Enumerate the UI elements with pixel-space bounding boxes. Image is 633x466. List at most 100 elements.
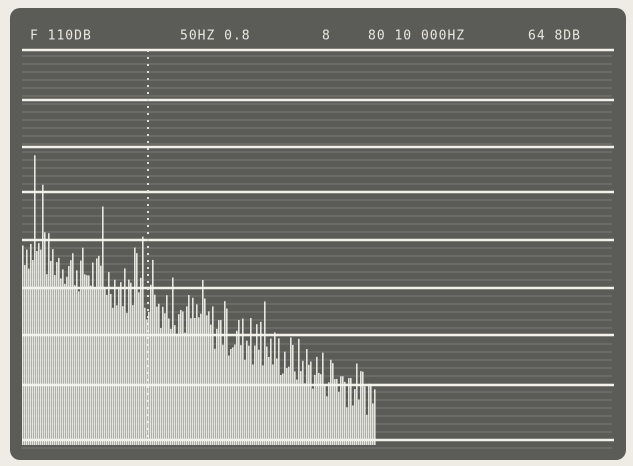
spectrum-bar [30,243,32,445]
spectrum-bar [90,285,92,445]
spectrum-bar [342,376,344,445]
spectrum-bar [300,371,302,445]
spectrum-bar [328,382,330,445]
spectrum-bar [192,297,194,445]
spectrum-bar [366,414,368,445]
spectrum-bar [350,378,352,445]
spectrum-bar [64,283,66,445]
spectrum-bar [134,247,136,445]
spectrum-bar [332,363,334,445]
spectrum-bar [146,319,148,445]
spectrum-bar [154,294,156,445]
spectrum-trace [22,155,376,446]
spectrum-bar [336,378,338,445]
spectrum-bar [34,155,36,446]
spectrum-bar [198,317,200,445]
spectrum-bar [322,352,324,445]
spectrum-bar [204,298,206,445]
spectrum-bar [170,328,172,445]
spectrum-bar [268,356,270,445]
readout-text: F 110DB [30,29,92,44]
spectrum-bar [314,374,316,445]
spectrum-bar [22,245,24,445]
spectrum-bar [136,253,138,445]
spectrum-bar [368,383,370,445]
spectrum-bar [166,295,168,445]
spectrum-bar [338,391,340,445]
spectrum-bar [156,306,158,445]
spectrum-bar [232,347,234,445]
spectrum-bar [276,358,278,445]
spectrum-bar [144,307,146,445]
spectrum-bar [374,389,376,445]
spectrum-bar [100,265,102,445]
spectrum-bar [130,282,132,445]
spectrum-bar [302,360,304,445]
spectrum-bar [224,301,226,445]
spectrum-bar [172,277,174,445]
spectrum-bar [104,288,106,445]
spectrum-bar [138,292,140,445]
spectrum-bar [70,260,72,445]
spectrum-bar [46,274,48,445]
spectrum-bar [316,356,318,445]
spectrum-bar [354,389,356,445]
spectrum-bar [94,286,96,445]
spectrum-bar [84,274,86,445]
spectrum-bar [96,258,98,445]
spectrum-bar [102,206,104,445]
spectrum-bar [74,285,76,445]
spectrum-bar [72,253,74,445]
spectrum-bar [178,314,180,445]
readout-text: 64 8DB [528,29,581,44]
spectrum-bar [258,349,260,445]
spectrum-bar [290,337,292,445]
spectrum-bar [148,311,150,445]
readout-text: 8 [322,29,331,44]
spectrum-bar [280,375,282,445]
spectrum-bar [212,306,214,445]
spectrum-bar [54,275,56,445]
spectrum-bar [228,355,230,445]
spectrum-bar [270,338,272,445]
spectrum-bar [36,251,38,445]
spectrum-bar [158,303,160,445]
spectrum-bar [372,403,374,445]
spectrum-bar [68,265,70,445]
spectrum-bar [182,311,184,445]
spectrum-bar [62,269,64,445]
spectrum-bar [238,320,240,445]
spectrum-bar [340,376,342,445]
spectrum-bar [272,364,274,445]
spectrum-bar [260,321,262,445]
spectrum-bar [360,371,362,445]
spectrum-bar [304,383,306,445]
spectrum-bar [266,346,268,445]
spectrum-bar [248,345,250,445]
spectrum-bar [124,268,126,445]
spectrum-bar [282,373,284,445]
spectrum-bar [252,364,254,445]
spectrum-bar [324,385,326,445]
spectrum-bar [116,305,118,445]
spectrum-bar [370,385,372,445]
spectrum-bar [48,233,50,445]
spectrum-bar [190,318,192,445]
spectrum-bar [126,312,128,445]
spectrum-bar [66,276,68,445]
header-readout: F 110DB 50HZ 0.8 8 80 10 000HZ 64 8DB [30,29,581,44]
spectrum-bar [150,284,152,445]
spectrum-bar [200,313,202,445]
spectrum-bar [234,344,236,445]
spectrum-bar [210,324,212,445]
spectrum-bar [120,282,122,445]
spectrum-bar [58,257,60,445]
spectrum-bar [216,328,218,445]
spectrum-bar [254,345,256,445]
spectrum-bar [40,249,42,445]
spectrum-bar [222,344,224,445]
spectrum-bar [80,260,82,445]
spectrum-bar [188,295,190,445]
spectrum-bar [56,262,58,445]
spectrum-bar [308,364,310,445]
